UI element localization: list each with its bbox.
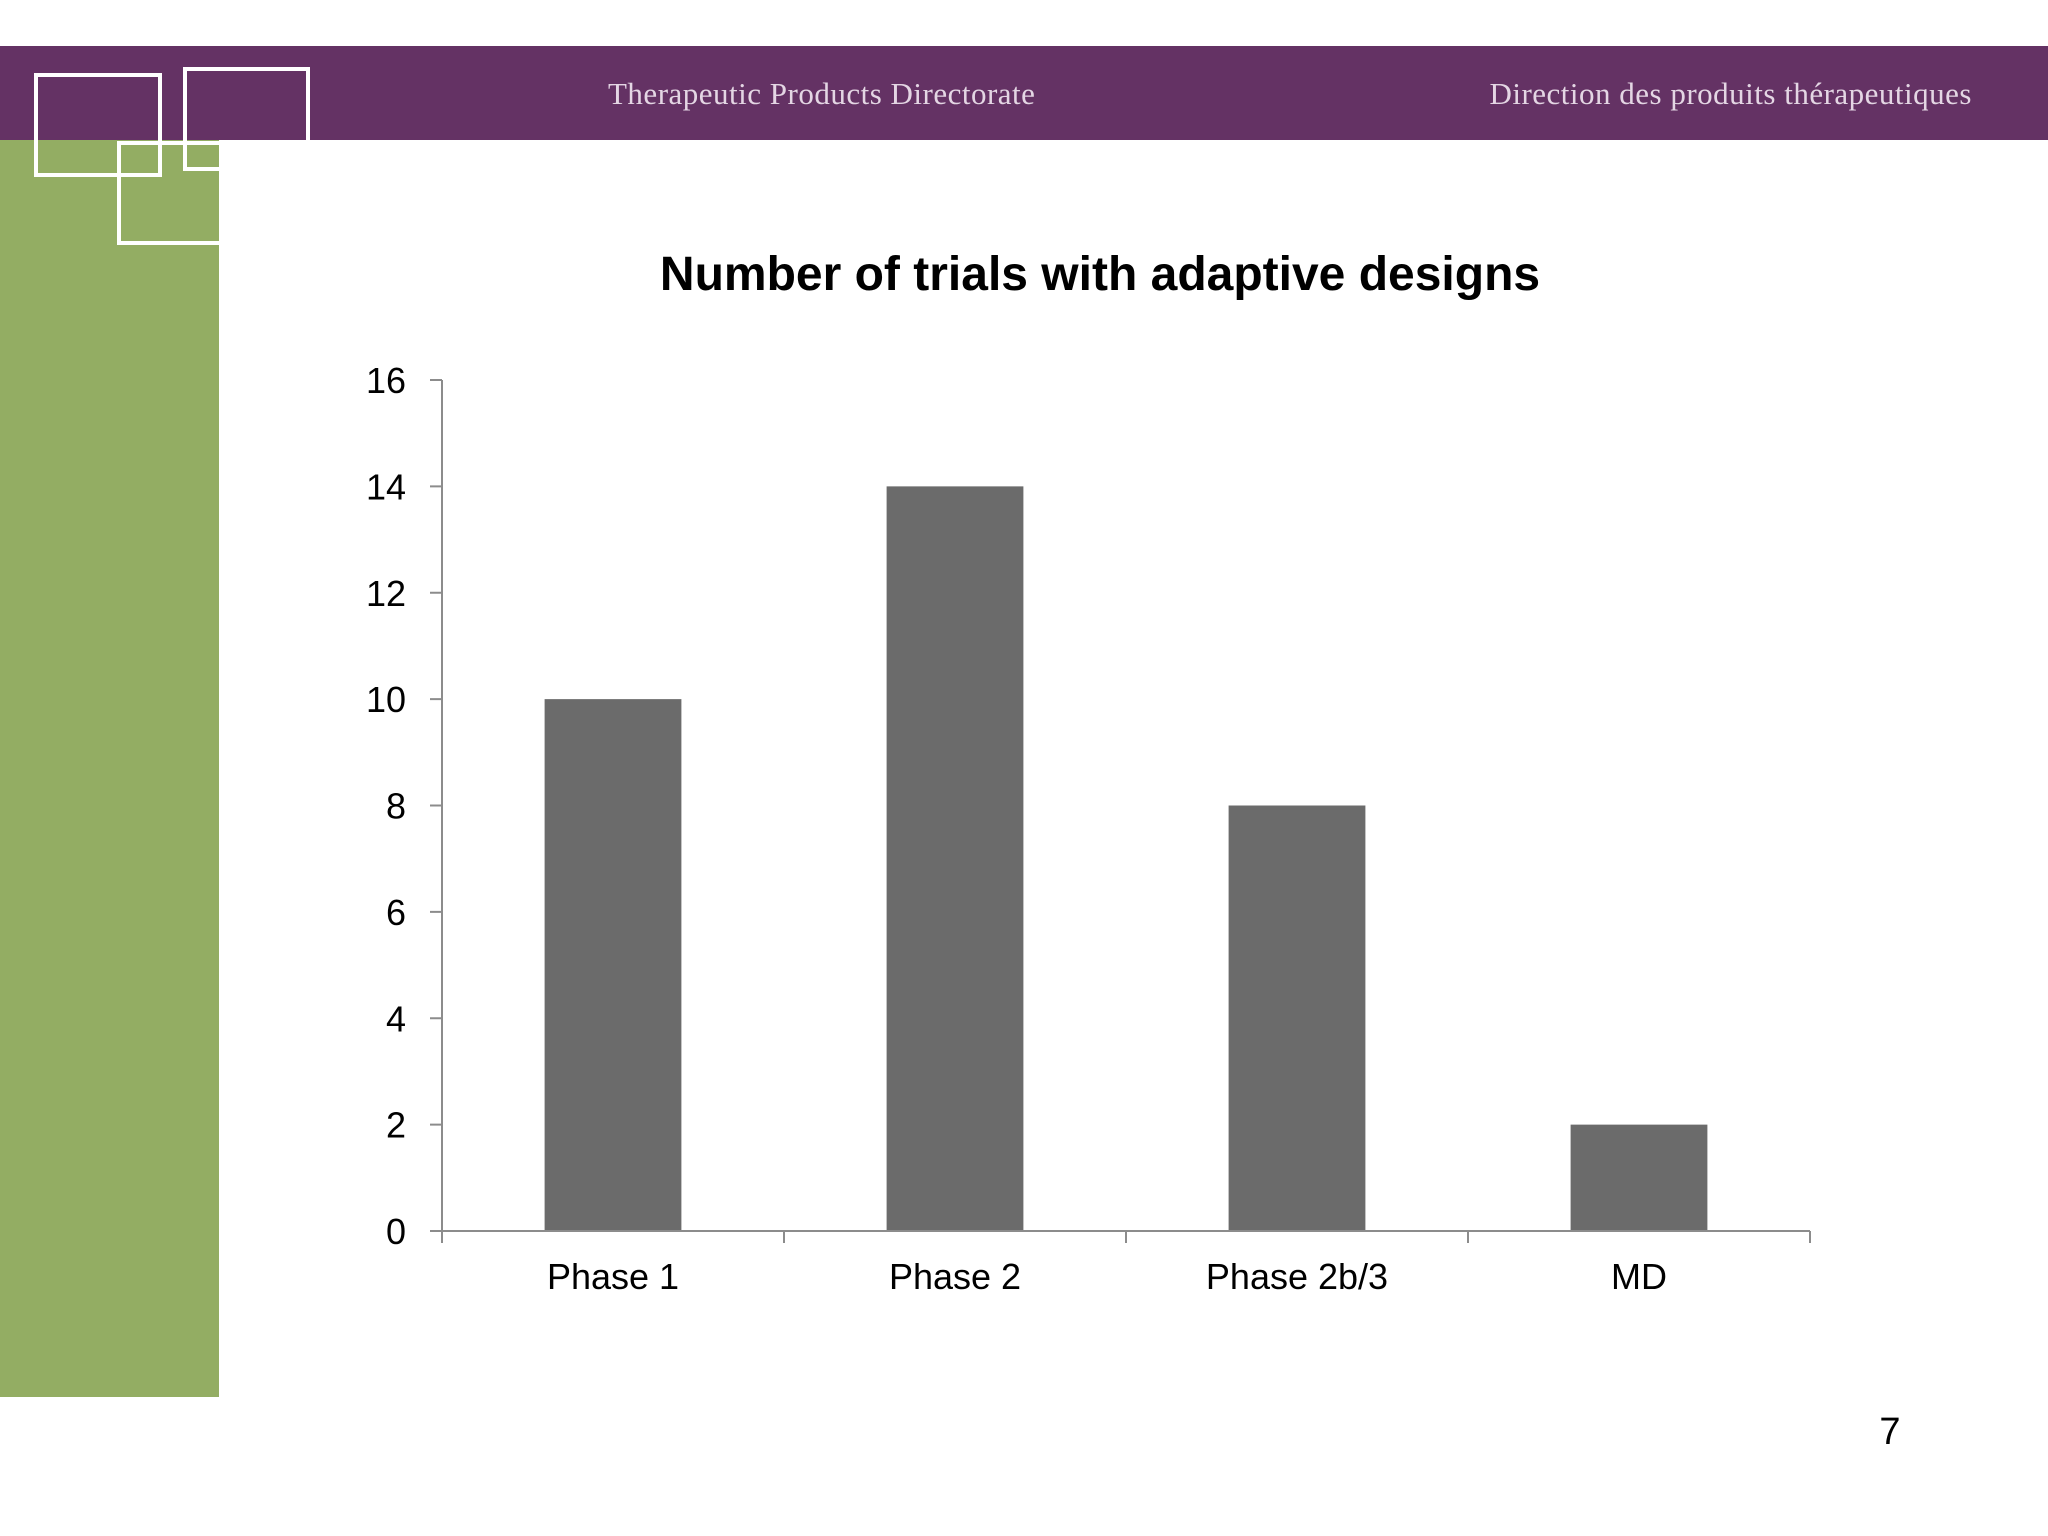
bar-phase-2 <box>886 486 1024 1231</box>
y-tick-label: 0 <box>386 1211 406 1252</box>
decorative-square-outline <box>183 67 310 171</box>
page-number: 7 <box>1879 1411 1901 1453</box>
y-tick-label: 10 <box>366 679 406 720</box>
y-tick-label: 6 <box>386 892 406 933</box>
side-band <box>0 140 219 1397</box>
y-axis-ticks: 0 2 4 6 8 10 12 14 16 <box>366 360 442 1252</box>
bars <box>544 486 1708 1231</box>
header-band <box>0 46 2048 140</box>
y-tick-label: 4 <box>386 998 406 1039</box>
y-tick-label: 14 <box>366 466 406 507</box>
x-tick-label: Phase 2b/3 <box>1206 1256 1388 1297</box>
y-tick-label: 12 <box>366 573 406 614</box>
header-title-french: Direction des produits thérapeutiques <box>1489 76 1972 111</box>
x-tick-label: MD <box>1611 1256 1667 1297</box>
bar-phase-1 <box>544 699 682 1231</box>
header-title-english: Therapeutic Products Directorate <box>608 76 1036 111</box>
chart-title: Number of trials with adaptive designs <box>660 248 1540 301</box>
x-tick-label: Phase 2 <box>889 1256 1021 1297</box>
bar-md <box>1570 1124 1708 1231</box>
y-tick-label: 16 <box>366 360 406 401</box>
y-tick-label: 2 <box>386 1105 406 1146</box>
decorative-square-outline <box>34 73 162 177</box>
bar-phase-2b-3 <box>1228 805 1366 1231</box>
x-tick-label: Phase 1 <box>547 1256 679 1297</box>
y-tick-label: 8 <box>386 786 406 827</box>
x-axis-labels: Phase 1 Phase 2 Phase 2b/3 MD <box>547 1256 1667 1297</box>
decorative-square-outline <box>117 141 219 245</box>
x-axis-ticks <box>441 1231 1811 1243</box>
